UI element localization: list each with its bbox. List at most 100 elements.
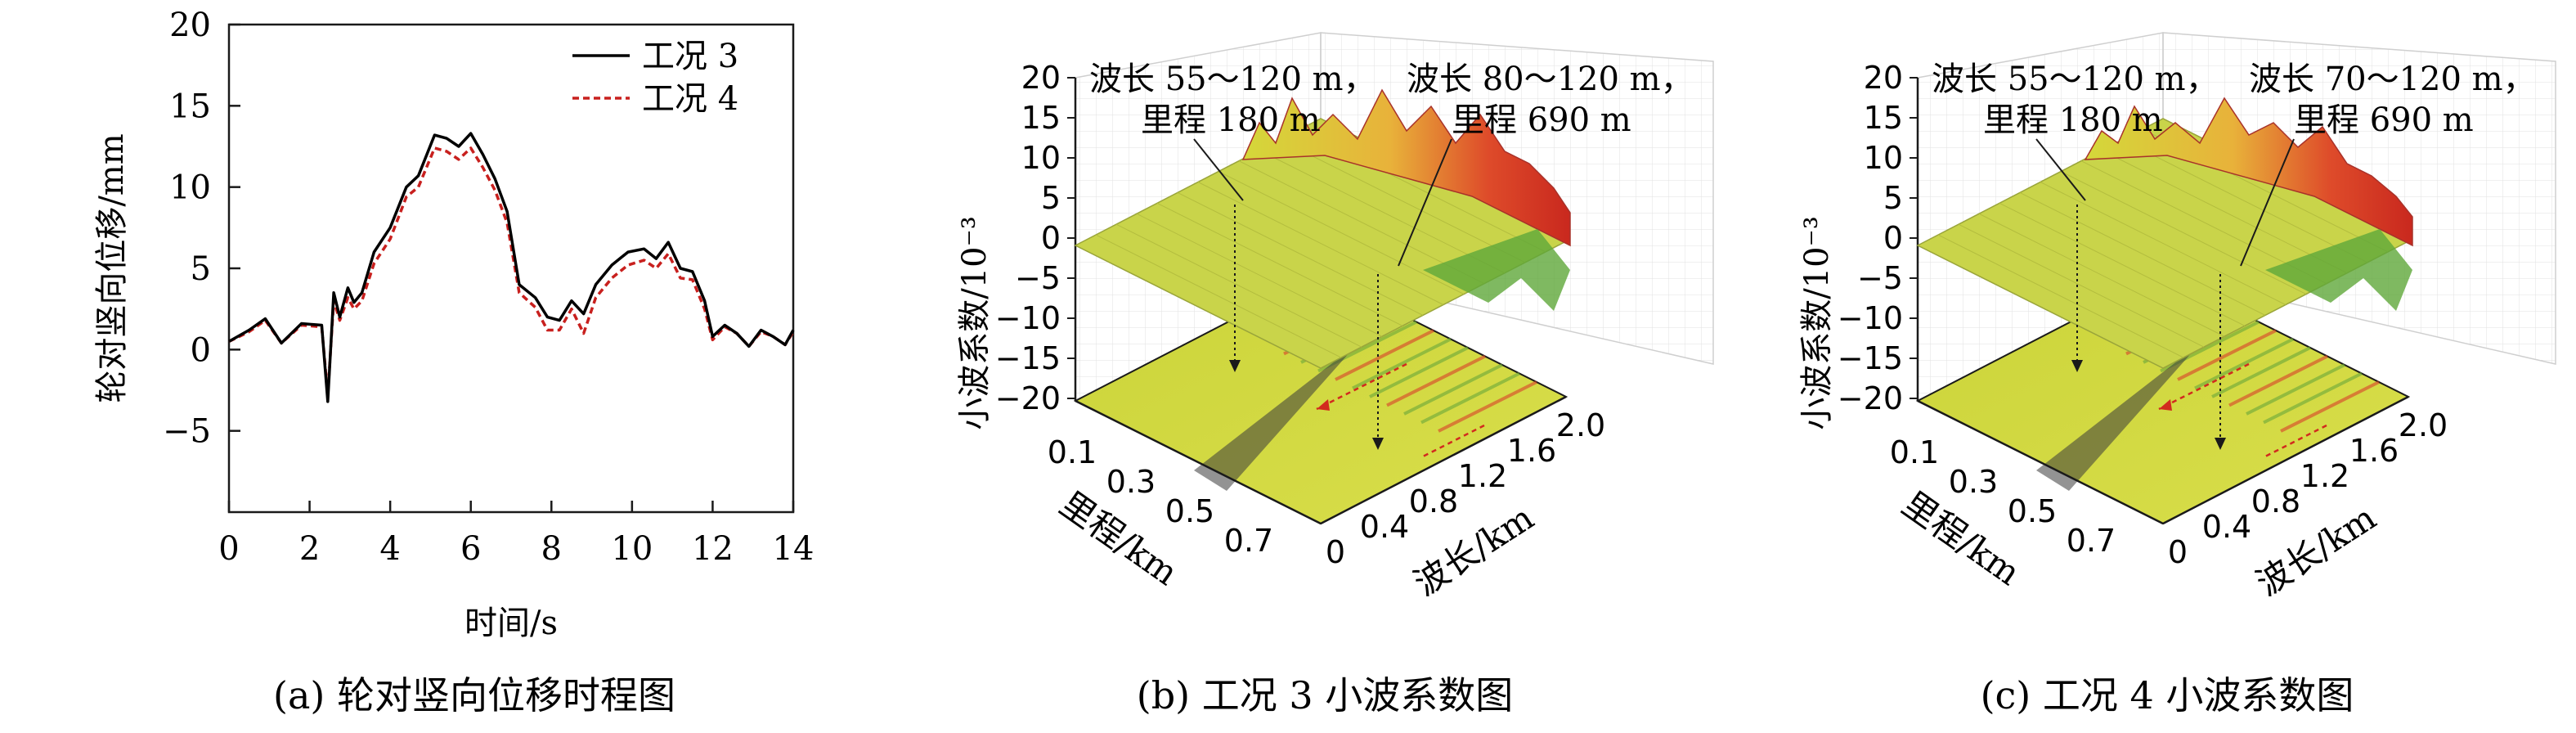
projection-arrow-1: [2071, 360, 2083, 372]
x-tick-label: 12: [692, 530, 734, 568]
z-tick-label: −15: [995, 340, 1061, 376]
floor-streak: [2280, 380, 2380, 433]
red-arrow-1: [1316, 362, 1407, 411]
wavelength-tick-label: 0.8: [2251, 483, 2300, 519]
annotation-1-line1: 波长 55～120 m，: [1932, 61, 2219, 98]
floor-streak: [2194, 337, 2294, 390]
series-line-1: [228, 146, 795, 397]
annotation-leader-1: [2035, 138, 2086, 201]
floor-streak: [1369, 346, 1469, 398]
annotation-leader-2: [2240, 138, 2295, 267]
wavelength-tick-label: 0.4: [1360, 509, 1409, 545]
surface-grid: [1218, 171, 1465, 295]
caption: (b) 工况 3 小波系数图: [1137, 673, 1513, 717]
surface-peaks: [2084, 97, 2413, 247]
x-tick-label: 6: [460, 530, 481, 568]
floor-streak: [1420, 371, 1520, 425]
x-tick-label: 2: [299, 530, 320, 568]
z-tick-label: 20: [1021, 60, 1061, 96]
z-tick-label: 15: [1864, 100, 1903, 136]
mileage-axis: [1917, 399, 2164, 525]
surface-valley: [1423, 229, 1570, 311]
surface-grid: [1095, 234, 1342, 358]
floor-dark-band: [1194, 344, 1358, 491]
mileage-axis: [1075, 399, 1322, 525]
surface-grid: [1136, 213, 1383, 337]
red-arrow-head-1: [2159, 399, 2172, 411]
projection-arrow-2: [1372, 438, 1384, 450]
surface-grid: [2040, 182, 2287, 305]
surface-grid: [1958, 223, 2205, 348]
x-tick-label: 10: [611, 530, 653, 568]
y-tick-label: −5: [163, 413, 211, 451]
y-axis: −5 0 5 10 15 20: [163, 7, 240, 451]
x-axis-label: 时间/s: [464, 605, 558, 642]
y-tick-label: 20: [169, 7, 211, 44]
annotation-2-line2: 里程 690 m: [1452, 101, 1631, 139]
legend-label-1: 工况 4: [642, 80, 738, 118]
floor-dark-band: [2036, 344, 2200, 491]
z-tick-label: −10: [995, 300, 1061, 336]
projection-arrow-2: [2215, 438, 2226, 450]
floor-streak: [1335, 329, 1434, 381]
y-axis-label: 轮对竖向位移/mm: [93, 133, 131, 402]
x-axis: 0 2 4 6 8 10 12 14: [218, 501, 814, 568]
annotation-2-line1: 波长 80～120 m，: [1407, 61, 1694, 98]
wavelength-tick-label: 0.4: [2202, 509, 2251, 545]
annotation-1-line2: 里程 180 m: [1141, 101, 1321, 139]
legend-label-0: 工况 3: [642, 38, 738, 75]
wavelength-tick-label: 1.6: [2349, 433, 2399, 469]
series-group: [228, 132, 795, 403]
mileage-tick-label: 0.3: [1106, 464, 1156, 500]
red-arrow-head-1: [1317, 399, 1330, 411]
annotation-1-line2: 里程 180 m: [1983, 101, 2163, 139]
z-tick-label: 15: [1021, 100, 1061, 136]
annotation-2-line1: 波长 70～120 m，: [2249, 61, 2536, 98]
wavelength-tick-label: 2.0: [2399, 407, 2448, 443]
surface-grid: [1197, 182, 1444, 305]
surface-grid: [1259, 150, 1506, 274]
y-tick-label: 5: [191, 250, 211, 288]
annotation-leader-1: [1193, 138, 1244, 201]
legend: 工况 3 工况 4: [572, 38, 738, 118]
mileage-tick-label: 0.5: [2008, 493, 2057, 529]
floor-streak: [1352, 337, 1452, 390]
wavelength-tick-label: 0: [2168, 534, 2188, 570]
wavelength-tick-label: 1.2: [2300, 458, 2349, 494]
surface-peaks: [1241, 88, 1571, 247]
surface-grid: [2101, 150, 2348, 274]
floor-streak: [2263, 371, 2363, 425]
mileage-tick-label: 0.7: [2067, 523, 2116, 559]
series-line-0: [228, 132, 795, 403]
floor-streak: [2211, 346, 2311, 398]
x-tick-label: 14: [773, 530, 815, 568]
red-arrow-2: [2264, 424, 2327, 458]
y-tick-label: 15: [169, 88, 211, 125]
surface-grid: [1978, 213, 2225, 337]
wavelength-tick-label: 0.8: [1409, 483, 1458, 519]
annotation-leader-2: [1398, 138, 1452, 267]
caption-a: (a) 轮对竖向位移时程图: [273, 673, 675, 717]
z-tick-label: −15: [1838, 340, 1903, 376]
surface-valley: [2265, 229, 2412, 311]
wavelength-tick-label: 0: [1326, 534, 1345, 570]
y-tick-label: 10: [169, 169, 211, 207]
wavelength-axis: [2162, 395, 2409, 525]
mileage-tick-label: 0.1: [1890, 434, 1939, 470]
wavelength-axis: [1320, 395, 1567, 525]
mileage-tick-label: 0.1: [1048, 434, 1097, 470]
z-tick-label: 5: [1041, 180, 1061, 216]
mileage-tick-label: 0.3: [1949, 464, 1998, 500]
z-axis-label: 小波系数/10⁻³: [956, 216, 994, 430]
wavelength-tick-label: 2.0: [1556, 407, 1605, 443]
wavelength-tick-label: 1.6: [1507, 433, 1556, 469]
y-tick-label: 0: [191, 331, 211, 369]
surface-grid: [2019, 191, 2266, 316]
surface-grid: [1937, 234, 2184, 358]
z-tick-label: −5: [1015, 260, 1061, 296]
floor-streak: [1386, 354, 1486, 407]
z-tick-label: 0: [1883, 220, 1903, 256]
z-tick-label: −10: [1838, 300, 1903, 336]
